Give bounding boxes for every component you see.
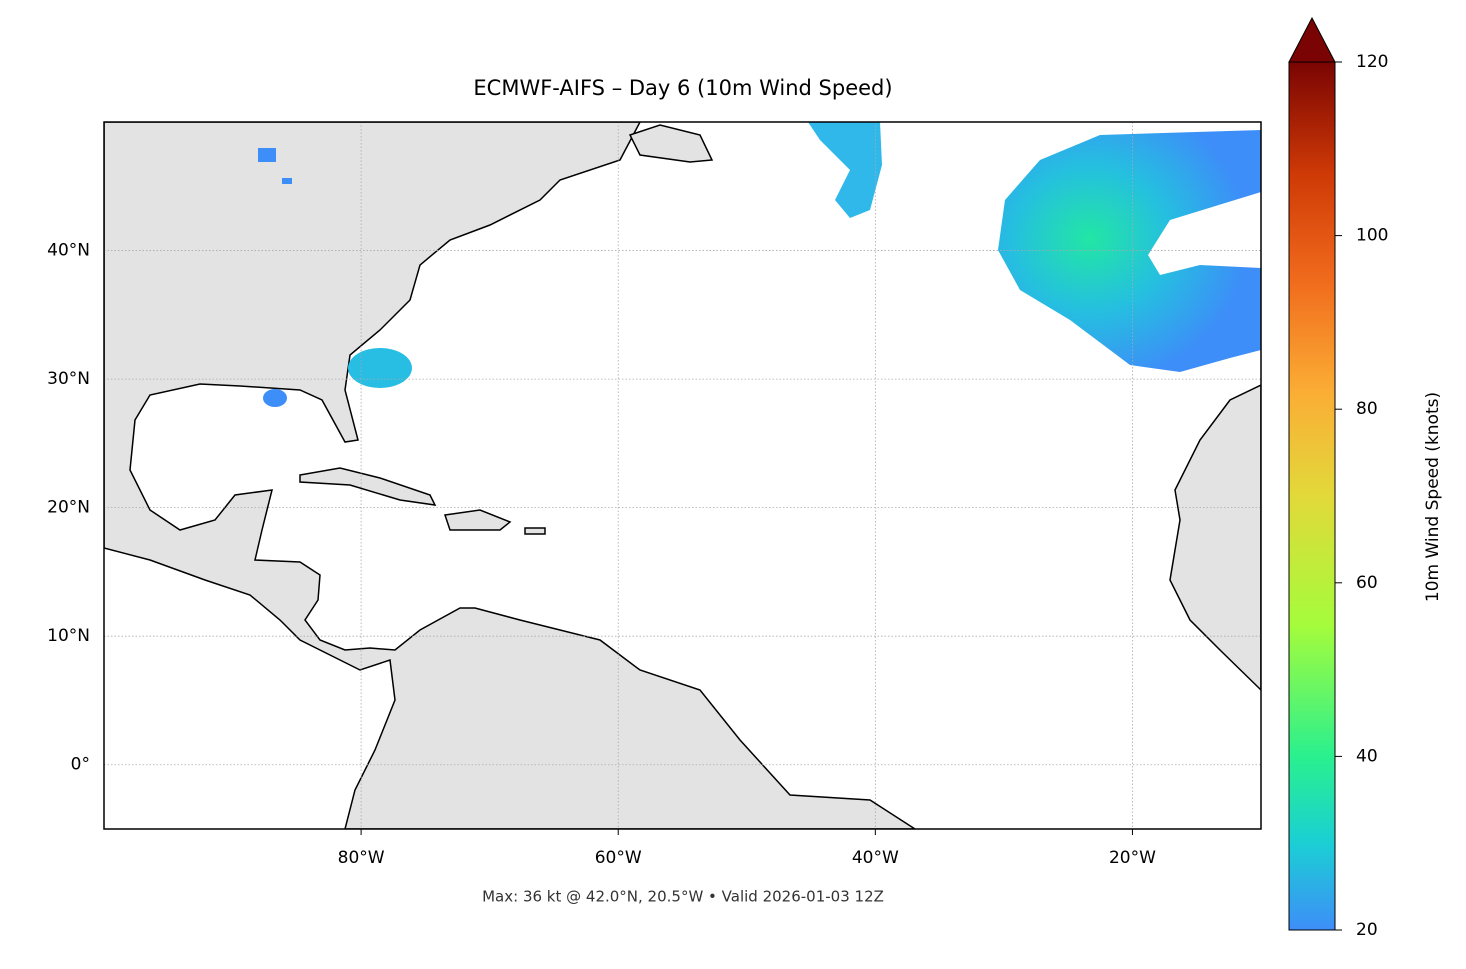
y-tick-label: 0° <box>71 755 90 775</box>
x-tick-label: 80°W <box>338 848 385 868</box>
footnote: Max: 36 kt @ 42.0°N, 20.5°W • Valid 2026… <box>482 888 884 906</box>
cuba <box>299 467 437 506</box>
wind-swath <box>998 130 1261 372</box>
map-frame <box>103 121 1262 830</box>
hispaniola <box>444 509 512 531</box>
basemap <box>104 122 1261 829</box>
colorbar-tick-label: 120 <box>1356 52 1388 72</box>
americas <box>104 122 917 829</box>
colorbar-extension <box>1288 16 1336 63</box>
colorbar-label: 10m Wind Speed (knots) <box>1423 392 1443 602</box>
wind-patch <box>282 178 292 184</box>
grid <box>104 122 1261 829</box>
chart-title: ECMWF-AIFS – Day 6 (10m Wind Speed) <box>473 76 892 100</box>
colorbar-tick-label: 100 <box>1356 226 1388 246</box>
wind-patch <box>258 148 276 162</box>
y-tick-label: 20°N <box>47 498 90 518</box>
x-tick-label: 40°W <box>852 848 899 868</box>
y-tick-label: 40°N <box>47 241 90 261</box>
x-tick-label: 60°W <box>595 848 642 868</box>
colorbar <box>1288 61 1336 931</box>
colorbar-tick-label: 60 <box>1356 573 1378 593</box>
puerto-rico <box>524 527 546 535</box>
x-tick-label: 20°W <box>1109 848 1156 868</box>
wind-patch <box>263 389 287 407</box>
wind-patch <box>808 122 882 218</box>
africa <box>1169 384 1261 692</box>
colorbar-tick-label: 20 <box>1356 920 1378 940</box>
colorbar-tick-label: 80 <box>1356 399 1378 419</box>
y-tick-label: 30°N <box>47 369 90 389</box>
newfoundland <box>628 124 714 163</box>
wind-patch <box>348 348 412 388</box>
y-tick-label: 10°N <box>47 626 90 646</box>
colorbar-tick-label: 40 <box>1356 746 1378 766</box>
